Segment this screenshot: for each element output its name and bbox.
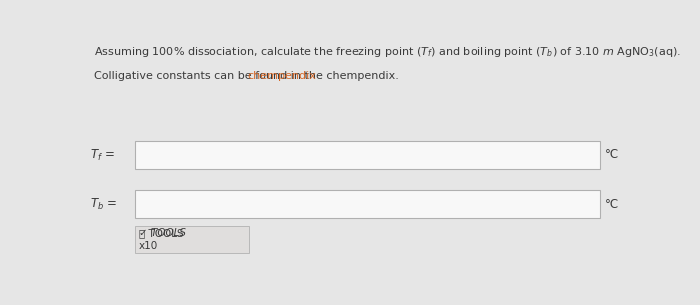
Text: Assuming 100% dissociation, calculate the freezing point ($T_f$) and boiling poi: Assuming 100% dissociation, calculate th… (94, 45, 681, 59)
FancyBboxPatch shape (134, 190, 600, 218)
FancyBboxPatch shape (134, 226, 248, 253)
Text: ⼀ TOOLS: ⼀ TOOLS (139, 228, 183, 238)
Text: Colligative constants can be found in the chempendix.: Colligative constants can be found in th… (94, 71, 399, 81)
Text: °C: °C (605, 198, 619, 211)
Text: $T_f$ =: $T_f$ = (90, 147, 115, 163)
Text: ✓ TOOLS: ✓ TOOLS (139, 228, 186, 238)
Text: $T_b$ =: $T_b$ = (90, 197, 118, 212)
Text: x10: x10 (139, 241, 158, 251)
Text: chempendix: chempendix (248, 71, 316, 81)
Text: °C: °C (605, 149, 619, 161)
FancyBboxPatch shape (134, 141, 600, 169)
